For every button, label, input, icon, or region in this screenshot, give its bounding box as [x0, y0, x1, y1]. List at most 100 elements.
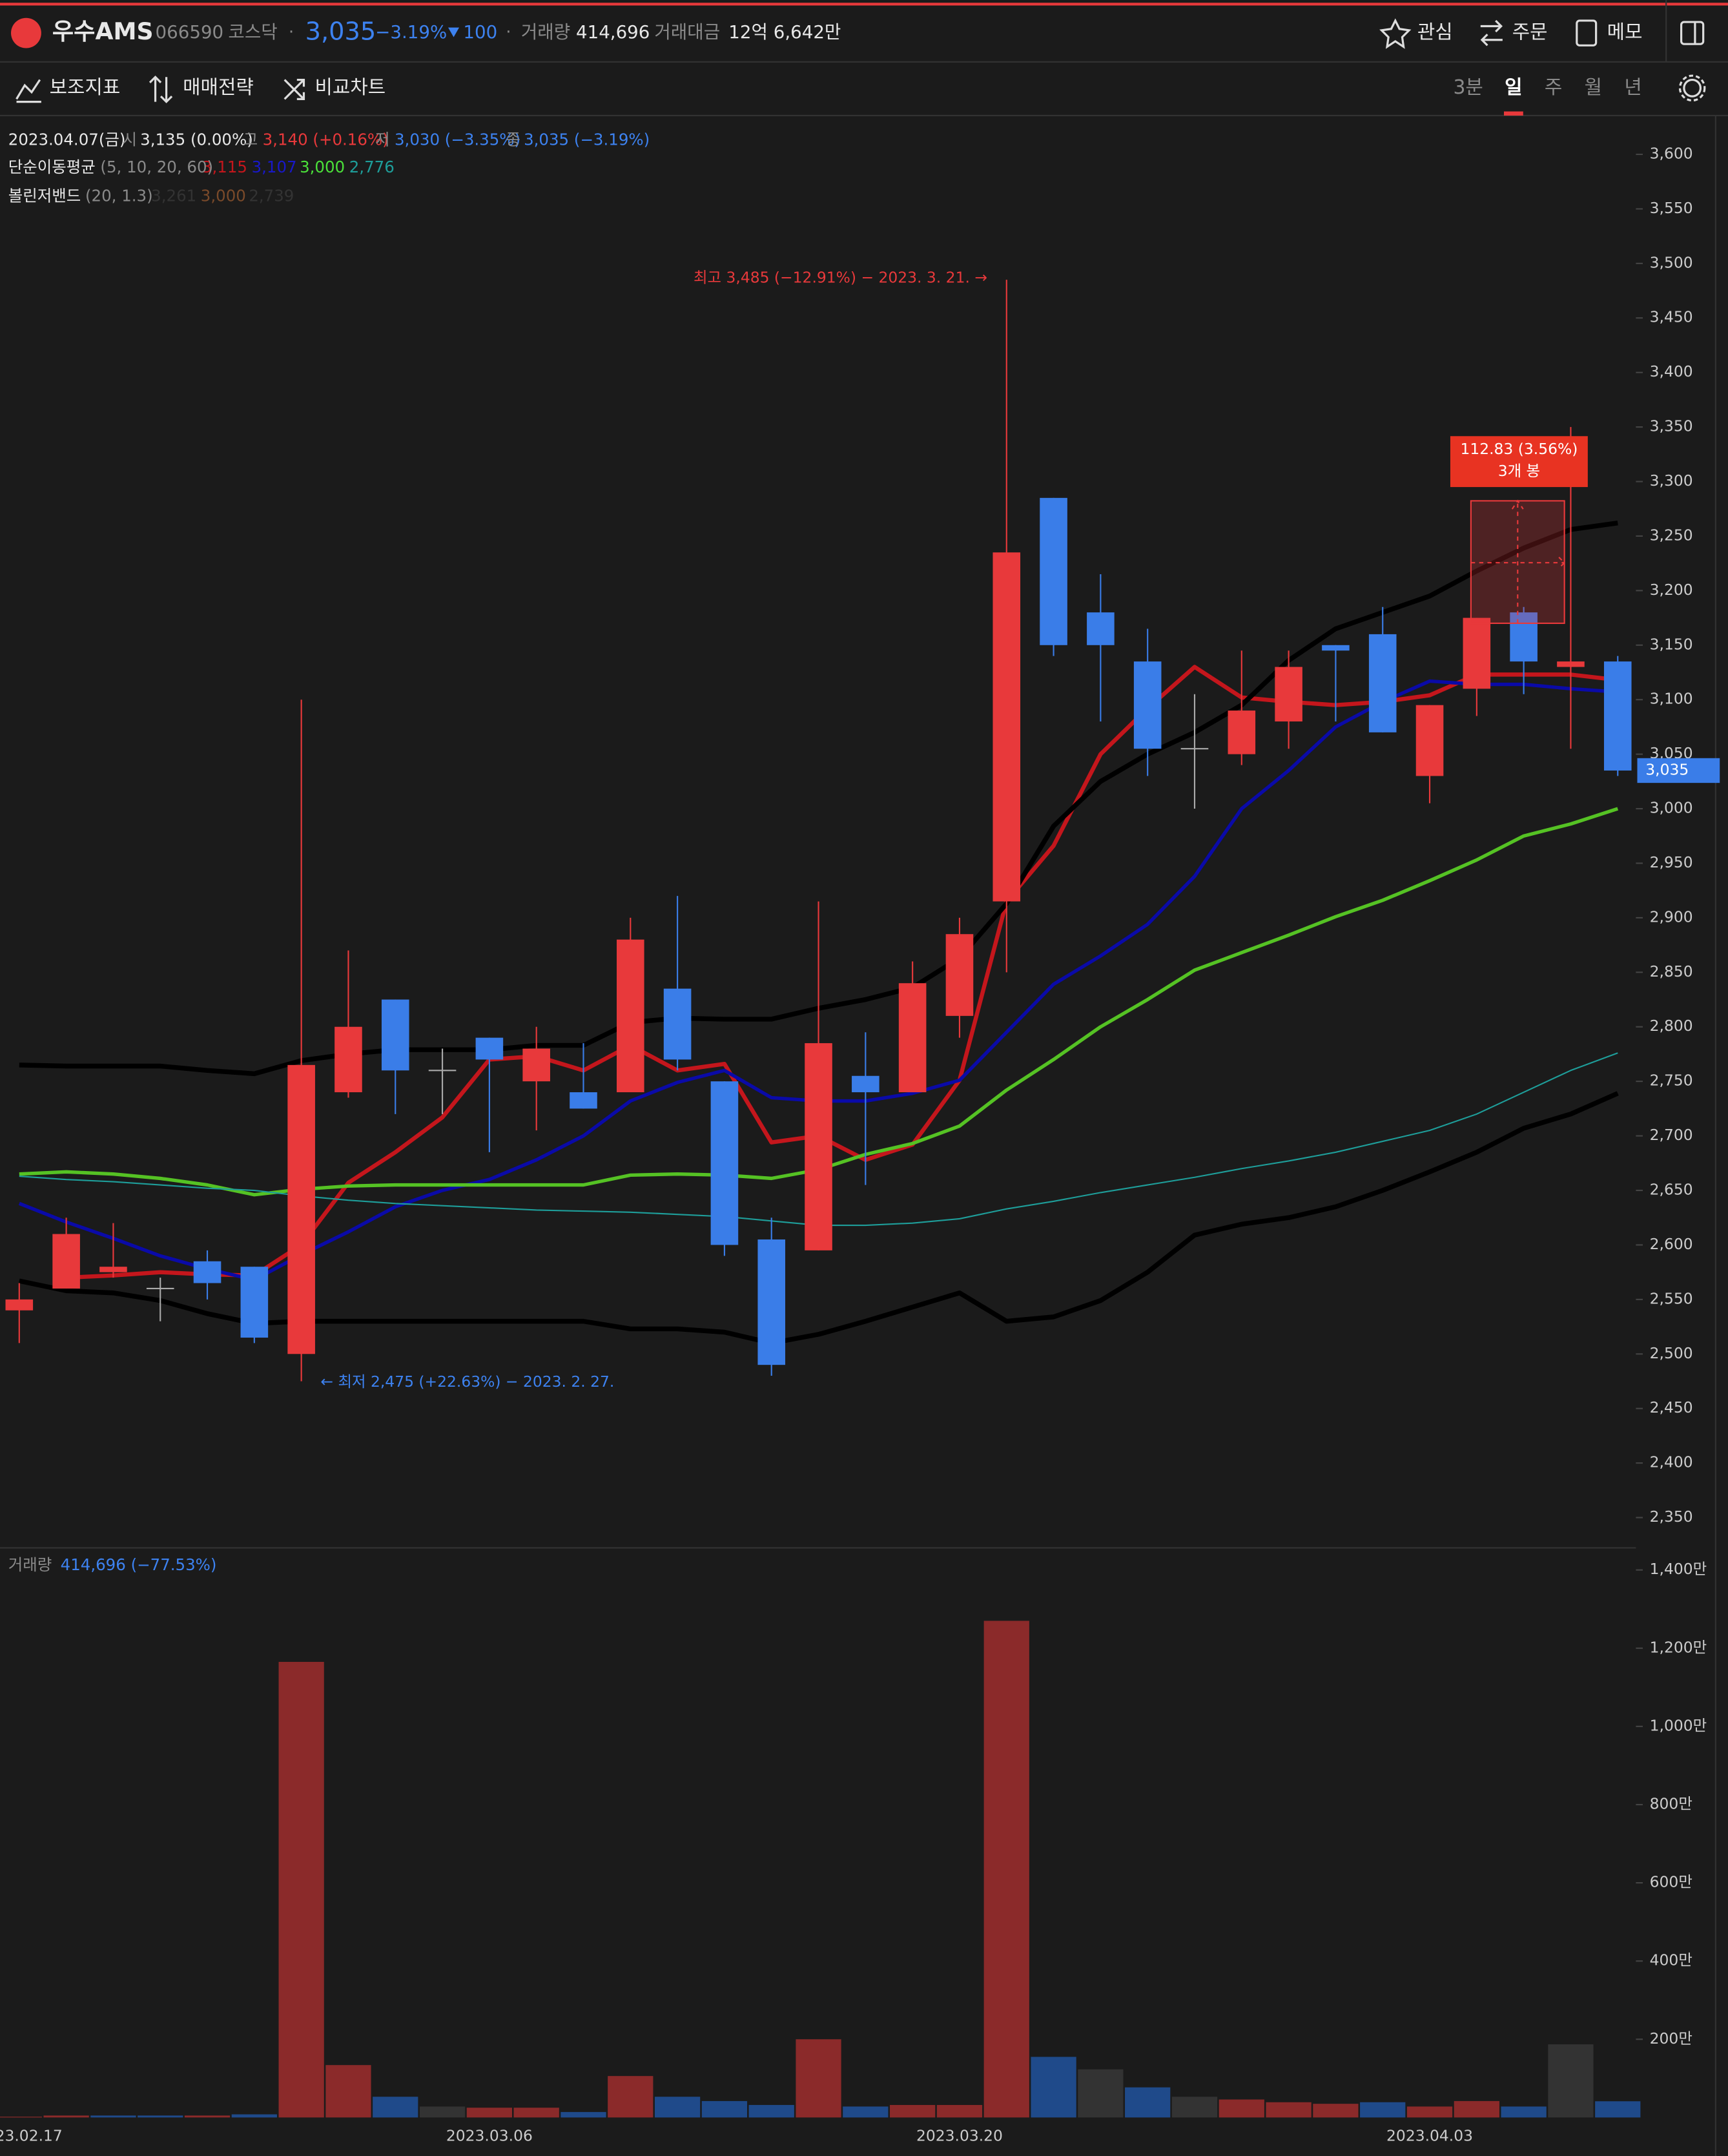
candle-body [1133, 661, 1162, 749]
legend-value: 3,135 (0.00%) [140, 130, 253, 149]
candle-body [1603, 661, 1632, 771]
candle-body [1368, 634, 1397, 732]
volume-tick-label: 200만 [1650, 2029, 1692, 2047]
legend-label: 저 [375, 130, 390, 149]
period-tab[interactable]: 월 [1585, 76, 1602, 99]
volume-bar [184, 2115, 231, 2118]
tool[interactable]: 보조지표 [50, 76, 121, 99]
volume-bar [654, 2097, 701, 2118]
volume-value: 414,696 (−77.53%) [61, 1555, 217, 1574]
candle-body [852, 1075, 879, 1093]
indicator-line [66, 665, 1618, 1280]
volume-tick-label: 1,400만 [1650, 1560, 1707, 1578]
volume-bar [419, 2106, 466, 2118]
volume-bar [325, 2065, 371, 2118]
ma-value: 3,107 [252, 158, 297, 176]
action-memo[interactable]: 메모 [1607, 21, 1643, 44]
volume-bar [1360, 2102, 1406, 2118]
tool[interactable]: 비교차트 [315, 76, 386, 99]
period-tab[interactable]: 일 [1505, 76, 1522, 99]
volume-bar [1406, 2106, 1453, 2118]
volume-bar [1171, 2097, 1218, 2118]
change: 100 [463, 21, 497, 43]
candle-body [5, 1299, 34, 1311]
tool[interactable]: 매매전략 [183, 76, 254, 99]
indicator-icon[interactable] [15, 79, 41, 103]
candle-body [898, 983, 927, 1093]
period-tab[interactable]: 3분 [1453, 76, 1483, 99]
indicator-line [19, 1091, 1619, 1346]
volume-bar [43, 2115, 89, 2118]
stock-code: 066590 [156, 21, 224, 43]
y-tick-label: 2,850 [1650, 962, 1693, 980]
candle-body [757, 1239, 786, 1365]
volume-name: 거래량 [8, 1555, 52, 1574]
volume-bar [1313, 2104, 1359, 2118]
action-watch[interactable]: 관심 [1417, 21, 1453, 44]
candle-body [1040, 497, 1067, 645]
ma-value: 2,776 [349, 158, 395, 176]
candle-body [240, 1267, 269, 1338]
volume-tick-label: 1,200만 [1650, 1638, 1707, 1656]
volume-bar [561, 2111, 606, 2118]
action-order[interactable]: 주문 [1512, 21, 1548, 44]
amount: 12억 6,642만 [728, 21, 841, 43]
volume-bar [278, 1661, 324, 2118]
tab-underline [1503, 111, 1523, 116]
measure-value: 112.83 (3.56%) [1460, 440, 1578, 458]
measure-arrow [1470, 499, 1566, 623]
y-tick-label: 3,300 [1650, 472, 1693, 490]
candle-body [193, 1261, 221, 1283]
panel-icon[interactable] [1680, 21, 1705, 45]
bb-params: (20, 1.3) [85, 187, 153, 205]
candle-body [1510, 612, 1538, 662]
y-tick-label: 2,600 [1650, 1235, 1693, 1253]
volume-bar [513, 2108, 559, 2118]
candle-body [1463, 617, 1491, 689]
volume-bar [1266, 2102, 1311, 2118]
legend-date: 2023.04.07(금) [8, 130, 126, 149]
measure-bars: 3개 봉 [1498, 462, 1540, 480]
y-tick-label: 3,550 [1650, 199, 1693, 217]
y-tick-label: 2,900 [1650, 907, 1693, 926]
volume-bar [138, 2115, 183, 2118]
x-tick-label: 2023.04.03 [1386, 2127, 1473, 2145]
settings-icon[interactable] [1683, 78, 1702, 98]
y-tick-label: 2,950 [1650, 853, 1693, 871]
compare-icon[interactable] [283, 78, 305, 100]
volume-bar [90, 2115, 136, 2118]
period-tab[interactable]: 주 [1545, 76, 1562, 99]
period-tab[interactable]: 년 [1624, 76, 1641, 99]
volume-bar [796, 2039, 841, 2118]
volume-tick-label: 1,000만 [1650, 1716, 1707, 1734]
price: 3,035 [305, 17, 376, 47]
star-icon[interactable] [1379, 18, 1412, 49]
x-tick-label: 2023.03.06 [446, 2127, 533, 2145]
candle-body [522, 1048, 550, 1082]
y-tick-label: 2,400 [1650, 1453, 1693, 1471]
market: 코스닥 [228, 21, 277, 43]
top-accent [0, 3, 1728, 6]
volume-bar [1501, 2106, 1547, 2118]
y-tick-label: 2,700 [1650, 1126, 1693, 1144]
candle-body [805, 1043, 832, 1250]
y-tick-label: 3,000 [1650, 799, 1693, 817]
volume: 414,696 [576, 21, 650, 43]
candle-body [287, 1064, 315, 1354]
candle-body [334, 1026, 362, 1093]
legend-label: 시 [122, 130, 137, 149]
settings-icon [1678, 74, 1706, 102]
volume-bar [1454, 2100, 1499, 2118]
volume-tick-label: 600만 [1650, 1873, 1692, 1891]
volume-bar [890, 2104, 936, 2118]
memo-icon[interactable] [1576, 19, 1598, 47]
candle-body [945, 934, 974, 1016]
plot: 3,600 3,550 3,500 3,450 3,400 3,350 3,300 3,250… [0, 144, 1720, 2145]
y-tick-label: 3,250 [1650, 526, 1693, 544]
bb-value: 3,000 [201, 187, 246, 205]
volume-bar [1219, 2099, 1264, 2118]
ma-name: 단순이동평균 [8, 158, 96, 176]
order-icon[interactable] [1480, 19, 1503, 47]
legend-label: 종 [506, 130, 520, 149]
strategy-icon[interactable] [149, 76, 173, 103]
